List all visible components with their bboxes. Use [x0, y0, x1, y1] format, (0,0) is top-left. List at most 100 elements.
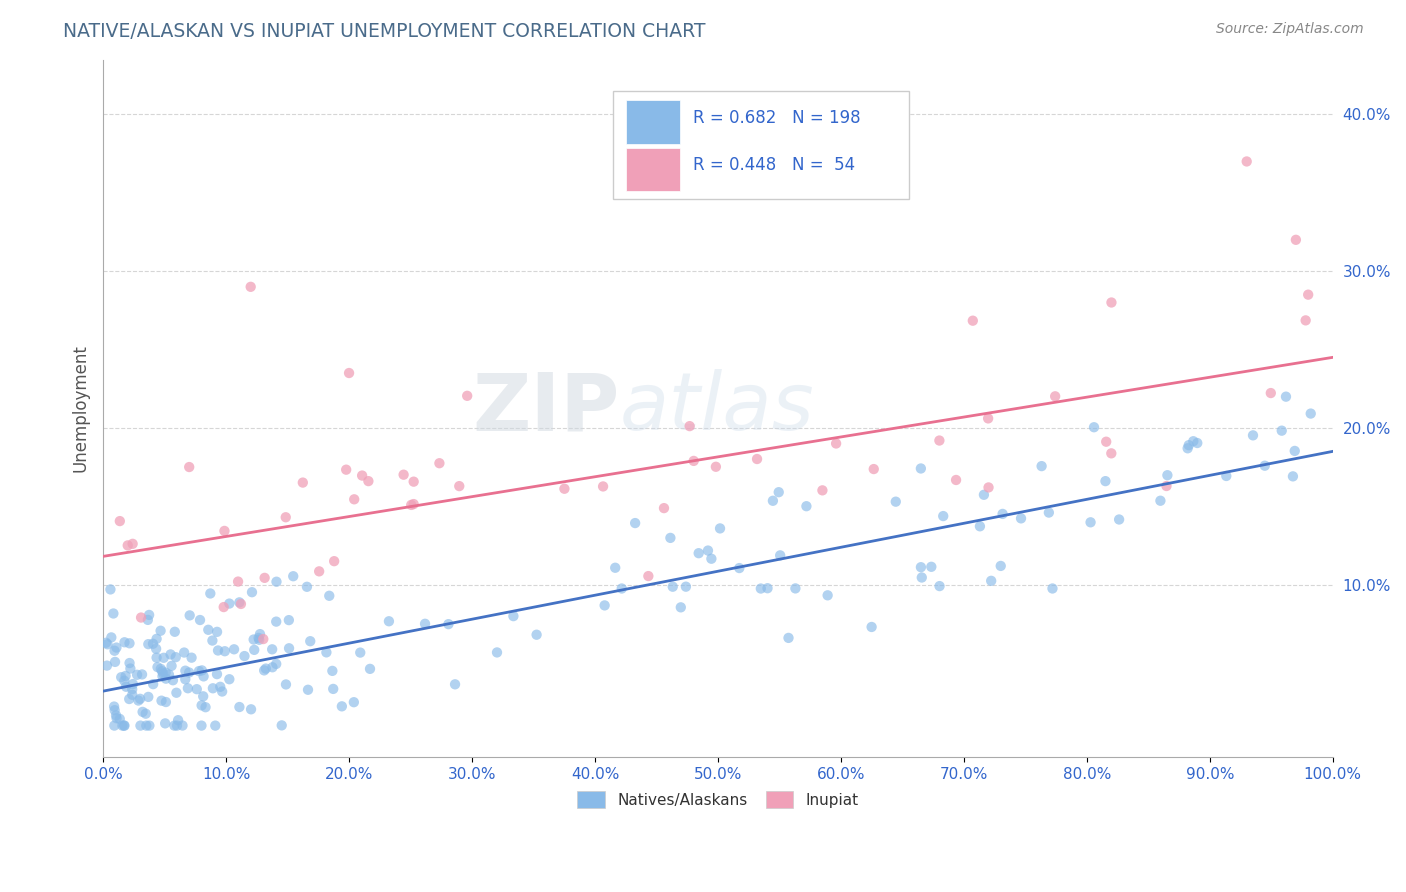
Point [283, 569, 305, 583]
Point [1080, 516, 1102, 530]
Point [624, 516, 647, 530]
Point [709, 521, 731, 535]
Point [884, 494, 907, 508]
Point [94, 636, 117, 650]
Point [121, 537, 143, 551]
Point [1156, 479, 1178, 493]
Point [194, 700, 217, 714]
Point [153, 716, 176, 731]
Point [222, 642, 245, 657]
Point [214, 644, 236, 658]
Point [118, 656, 141, 670]
Point [266, 574, 288, 589]
Point [1010, 511, 1032, 525]
Point [274, 677, 297, 691]
Point [155, 695, 177, 709]
Point [188, 613, 211, 627]
Point [127, 693, 149, 707]
Point [796, 499, 818, 513]
FancyBboxPatch shape [613, 91, 908, 199]
Point [115, 680, 138, 694]
Point [308, 565, 330, 579]
Point [318, 589, 340, 603]
Point [429, 456, 451, 470]
Point [1271, 424, 1294, 438]
Point [352, 468, 374, 483]
Point [114, 669, 136, 683]
Point [980, 574, 1002, 588]
Point [149, 624, 172, 638]
Point [211, 684, 233, 698]
Point [174, 673, 197, 687]
Point [749, 582, 772, 596]
Point [1149, 493, 1171, 508]
Point [205, 667, 228, 681]
Point [811, 483, 834, 498]
Point [990, 558, 1012, 573]
Point [121, 688, 143, 702]
Point [264, 657, 287, 671]
Point [155, 665, 177, 680]
Point [1083, 420, 1105, 434]
Point [977, 480, 1000, 494]
Point [262, 660, 284, 674]
Point [121, 682, 143, 697]
Point [817, 588, 839, 602]
Point [1156, 468, 1178, 483]
Point [103, 718, 125, 732]
Point [201, 681, 224, 696]
Point [456, 389, 478, 403]
Point [973, 488, 995, 502]
Point [378, 614, 401, 628]
Point [150, 664, 173, 678]
Point [593, 599, 616, 613]
Point [402, 475, 425, 489]
Point [991, 507, 1014, 521]
Point [100, 582, 122, 597]
Point [675, 580, 697, 594]
Point [337, 366, 360, 380]
Point [205, 624, 228, 639]
Point [104, 703, 127, 717]
Point [104, 655, 127, 669]
Point [120, 662, 142, 676]
Point [682, 454, 704, 468]
Point [299, 634, 322, 648]
Point [962, 314, 984, 328]
Point [778, 631, 800, 645]
Point [402, 497, 425, 511]
Point [637, 569, 659, 583]
Point [228, 595, 250, 609]
Point [315, 645, 337, 659]
Point [253, 571, 276, 585]
Point [142, 637, 165, 651]
Point [1177, 438, 1199, 452]
Point [357, 474, 380, 488]
Point [240, 585, 263, 599]
Point [138, 607, 160, 622]
Point [1042, 582, 1064, 596]
Point [291, 475, 314, 490]
Point [704, 459, 727, 474]
Point [131, 667, 153, 681]
Point [553, 482, 575, 496]
Point [103, 644, 125, 658]
Point [274, 510, 297, 524]
Point [485, 645, 508, 659]
Point [108, 514, 131, 528]
Point [270, 718, 292, 732]
Point [343, 695, 366, 709]
Point [190, 698, 212, 713]
Point [437, 617, 460, 632]
Point [218, 597, 240, 611]
Point [186, 682, 208, 697]
Point [768, 485, 790, 500]
Point [862, 462, 884, 476]
Point [278, 641, 301, 656]
Point [1236, 154, 1258, 169]
Point [1215, 469, 1237, 483]
Point [1095, 434, 1118, 449]
Point [688, 546, 710, 560]
Point [243, 643, 266, 657]
Point [105, 708, 128, 723]
